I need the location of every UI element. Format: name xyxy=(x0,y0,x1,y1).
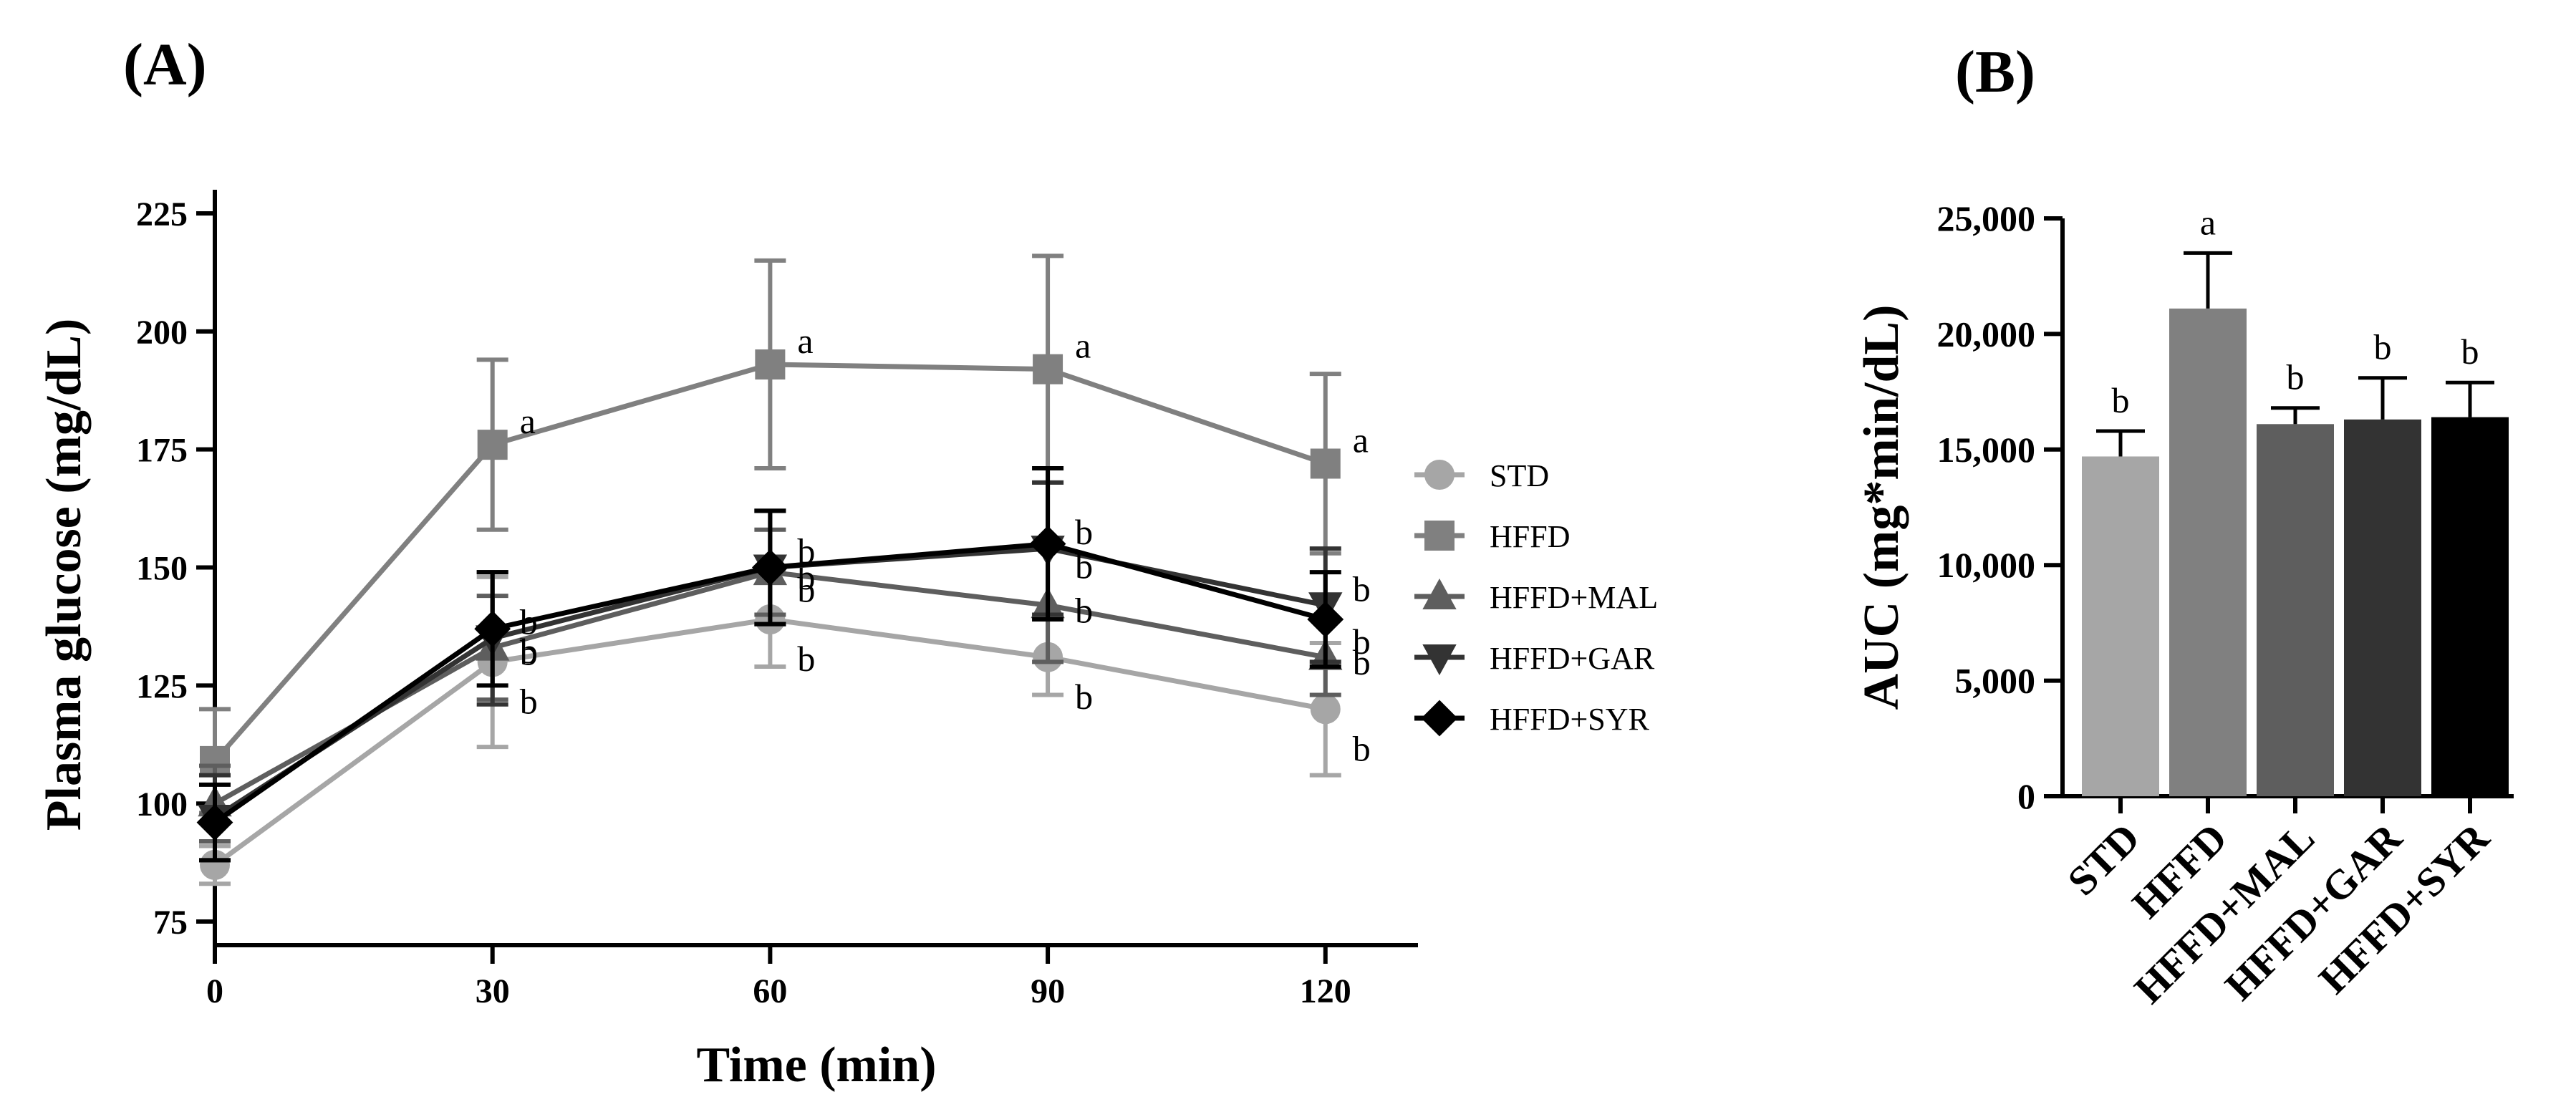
y-tick-label: 225 xyxy=(136,195,188,233)
y-tick-label: 100 xyxy=(136,785,188,823)
y-tick-label: 200 xyxy=(136,314,188,352)
data-point xyxy=(474,610,511,647)
legend-marker xyxy=(1422,578,1457,609)
y-axis-title: AUC (mg*min/dL) xyxy=(1854,305,1909,710)
significance-letter: b xyxy=(2374,327,2392,367)
x-tick-label: 120 xyxy=(1300,972,1351,1010)
bar xyxy=(2431,417,2509,796)
significance-letter: b xyxy=(797,639,815,679)
legend-marker xyxy=(1424,460,1455,490)
data-point xyxy=(196,804,233,841)
legend-label: HFFD xyxy=(1490,519,1571,554)
legend-label: STD xyxy=(1490,458,1549,493)
y-tick-label: 0 xyxy=(2017,776,2035,816)
panel-b-label: (B) xyxy=(1955,39,2035,105)
significance-letter: b xyxy=(1075,546,1093,586)
legend-label: HFFD+GAR xyxy=(1490,641,1655,676)
bar xyxy=(2257,424,2334,796)
x-axis-title: Time (min) xyxy=(696,1038,936,1093)
significance-letter: a xyxy=(2200,202,2216,242)
significance-letter: b xyxy=(1075,590,1093,630)
significance-letter: b xyxy=(2461,332,2479,372)
bar xyxy=(2082,456,2159,796)
legend-marker xyxy=(1421,700,1458,737)
y-tick-label: 75 xyxy=(153,904,188,942)
x-tick-label: 30 xyxy=(476,972,510,1010)
data-point xyxy=(1310,694,1341,725)
significance-letter: b xyxy=(520,631,538,671)
y-tick-label: 15,000 xyxy=(1937,430,2036,470)
data-point xyxy=(751,549,788,586)
y-tick-label: 20,000 xyxy=(1937,314,2036,354)
data-point xyxy=(755,349,786,379)
significance-letter: b xyxy=(2112,380,2130,420)
significance-letter: b xyxy=(520,633,538,673)
x-tick-label: 0 xyxy=(206,972,223,1010)
y-tick-label: 175 xyxy=(136,432,188,470)
significance-letter: b xyxy=(1353,622,1371,662)
legend-marker xyxy=(1422,644,1457,676)
y-tick-label: 5,000 xyxy=(1955,661,2036,701)
significance-letter: b xyxy=(2287,357,2305,397)
y-tick-label: 10,000 xyxy=(1937,545,2036,585)
bar xyxy=(2344,419,2421,796)
legend-label: HFFD+SYR xyxy=(1490,702,1650,737)
data-point xyxy=(1029,526,1066,562)
significance-letter: b xyxy=(1353,569,1371,609)
data-point xyxy=(477,430,508,460)
y-axis-title: Plasma glucose (mg/dL) xyxy=(37,319,92,831)
significance-letter: b xyxy=(797,570,815,610)
panel-a-label: (A) xyxy=(123,32,207,98)
significance-letter: b xyxy=(1353,642,1371,682)
significance-letter: a xyxy=(1075,326,1091,366)
y-tick-label: 150 xyxy=(136,550,188,588)
legend-label: HFFD+MAL xyxy=(1490,580,1658,615)
x-tick-label: 60 xyxy=(753,972,787,1010)
y-tick-label: 125 xyxy=(136,667,188,705)
line-chart: 75 100 125 150 175 200 225 0 30 60 90 120 Time (min)… xyxy=(37,190,1658,1093)
significance-letter: b xyxy=(1353,728,1371,768)
y-tick-label: 25,000 xyxy=(1937,198,2036,238)
bar-chart: 0 5,000 10,000 15,000 20,000 25,000 AUC (mg*mi… xyxy=(1854,198,2514,1012)
bar xyxy=(2169,308,2247,797)
data-point xyxy=(1033,354,1063,385)
data-point xyxy=(1307,601,1344,638)
x-tick-label: 90 xyxy=(1031,972,1065,1010)
significance-letter: a xyxy=(797,321,813,361)
legend-marker xyxy=(1424,521,1455,551)
significance-letter: b xyxy=(1075,677,1093,717)
significance-letter: a xyxy=(520,401,536,441)
data-point xyxy=(1310,448,1341,479)
significance-letter: a xyxy=(1353,420,1369,460)
significance-letter: b xyxy=(520,681,538,721)
significance-letter: b xyxy=(1075,512,1093,552)
data-point xyxy=(199,849,231,880)
